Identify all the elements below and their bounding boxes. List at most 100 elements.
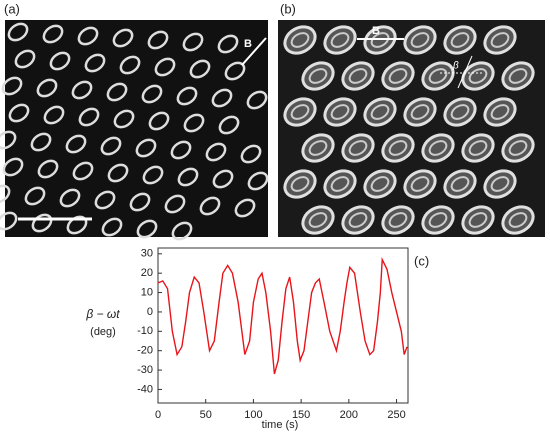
ring (461, 61, 495, 91)
data-line (157, 256, 408, 375)
ring (177, 167, 199, 187)
ring (283, 97, 317, 127)
panel-label: (a) (4, 1, 20, 16)
ring (308, 68, 328, 84)
ring (37, 159, 59, 179)
ring (508, 68, 528, 84)
ring (341, 61, 375, 91)
ring (450, 176, 470, 192)
ring (290, 32, 310, 48)
ring (112, 28, 134, 48)
ring (0, 211, 18, 231)
ring (283, 25, 317, 55)
ring (154, 57, 176, 77)
ring (212, 169, 234, 189)
ring (388, 68, 408, 84)
ring (182, 32, 204, 52)
ring (381, 205, 415, 235)
y-tick-label: 20 (141, 267, 153, 279)
ring (410, 176, 430, 192)
ring (129, 192, 151, 212)
ring (113, 109, 135, 129)
ring (147, 30, 169, 50)
ring (24, 186, 46, 206)
ring (141, 84, 163, 104)
ring (363, 97, 397, 127)
y-tick-label: -10 (137, 325, 153, 337)
rings (0, 22, 535, 241)
ring (323, 25, 357, 55)
ring (490, 32, 510, 48)
ring (421, 205, 455, 235)
ring (370, 104, 390, 120)
ring (421, 133, 455, 163)
field-label: B (244, 38, 252, 50)
ring (483, 97, 517, 127)
ring (240, 144, 262, 164)
ring (443, 97, 477, 127)
ring (403, 25, 437, 55)
ring (461, 205, 495, 235)
ring (218, 115, 240, 135)
ring (224, 61, 246, 81)
x-tick-label: 200 (340, 409, 358, 421)
ring (468, 140, 488, 156)
ring (107, 163, 129, 183)
ring (348, 212, 368, 228)
ring (410, 32, 430, 48)
image-b (278, 20, 545, 237)
panel-label: (b) (280, 1, 296, 16)
ring (171, 221, 193, 241)
ring (323, 97, 357, 127)
b-arrow (241, 37, 267, 66)
ring (461, 133, 495, 163)
panel-label: (c) (414, 253, 429, 268)
ring (381, 133, 415, 163)
ring (388, 212, 408, 228)
ring (78, 107, 100, 127)
ring (483, 169, 517, 199)
ring (443, 25, 477, 55)
ring (490, 104, 510, 120)
ring (283, 169, 317, 199)
ring (301, 133, 335, 163)
ring (2, 157, 24, 177)
ring (7, 22, 29, 42)
angle-axis (457, 55, 473, 89)
ring (308, 212, 328, 228)
ring (468, 212, 488, 228)
x-tick-label: 50 (200, 409, 212, 421)
ring (403, 169, 437, 199)
ring (100, 136, 122, 156)
ring (290, 176, 310, 192)
ring (119, 55, 141, 75)
ring (290, 104, 310, 120)
y-tick-label: 30 (141, 248, 153, 260)
ring (323, 169, 357, 199)
ring (428, 68, 448, 84)
ring (43, 105, 65, 125)
ring (31, 213, 53, 233)
image-a (5, 20, 268, 237)
ring (205, 142, 227, 162)
ring (348, 68, 368, 84)
ring (410, 104, 430, 120)
plot-frame (157, 247, 409, 404)
y-tick-label: -20 (137, 345, 153, 357)
x-tick-label: 250 (387, 409, 405, 421)
ring (370, 32, 390, 48)
ring (234, 198, 256, 218)
y-tick-label: 10 (141, 286, 153, 298)
ring (170, 140, 192, 160)
y-tick-label: -40 (137, 383, 153, 395)
y-tick-label: 0 (147, 306, 153, 318)
y-axis-label: (deg) (90, 326, 116, 338)
ring (450, 32, 470, 48)
ring (94, 190, 116, 210)
ring (247, 171, 269, 191)
ring (176, 86, 198, 106)
ring (77, 26, 99, 46)
ring (501, 61, 535, 91)
x-tick-label: 100 (244, 409, 262, 421)
